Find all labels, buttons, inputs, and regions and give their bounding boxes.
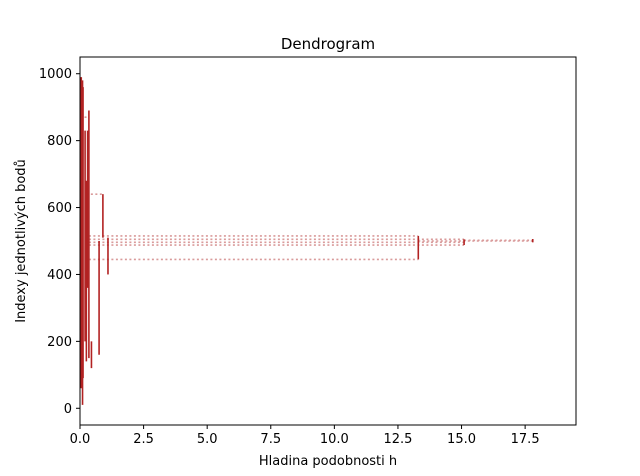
- x-tick-label-5: 12.5: [383, 432, 412, 447]
- x-axis-ticks: 0.0 2.5 5.0 7.5 10.0 12.5 15.0 17.5: [70, 425, 540, 447]
- y-tick-label-2: 400: [47, 268, 72, 283]
- x-tick-label-2: 5.0: [197, 432, 218, 447]
- x-axis-title: Hladina podobnosti h: [259, 454, 397, 469]
- x-tick-label-7: 17.5: [511, 432, 540, 447]
- y-axis-ticks: 0 200 400 600 800 1000: [39, 67, 80, 417]
- x-tick-label-6: 15.0: [447, 432, 476, 447]
- x-tick-label-4: 10.0: [320, 432, 349, 447]
- x-tick-label-0: 0.0: [70, 432, 91, 447]
- y-tick-label-1: 200: [47, 335, 72, 350]
- plot-frame: [79, 56, 577, 426]
- plot-area: [80, 57, 576, 425]
- y-tick-label-5: 1000: [39, 67, 72, 82]
- chart-title: Dendrogram: [281, 35, 375, 53]
- merge-links: [80, 77, 534, 405]
- y-tick-label-0: 0: [64, 402, 72, 417]
- y-tick-label-4: 800: [47, 134, 72, 149]
- y-tick-label-3: 600: [47, 201, 72, 216]
- x-tick-label-3: 7.5: [260, 432, 281, 447]
- y-axis-title: Indexy jednotlivých bodů: [14, 159, 29, 323]
- x-tick-label-1: 2.5: [133, 432, 154, 447]
